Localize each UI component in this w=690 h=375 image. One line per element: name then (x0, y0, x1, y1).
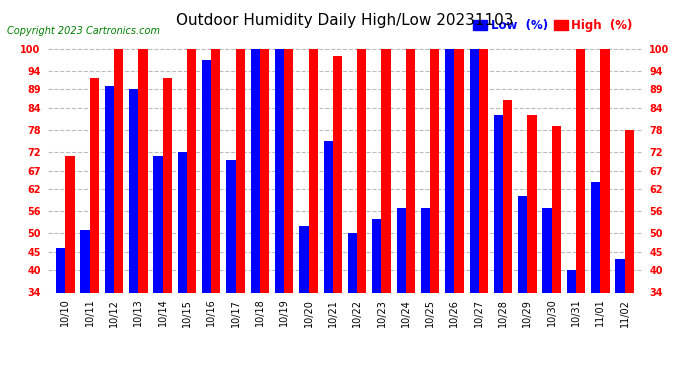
Bar (105, 86, 114, 375)
Text: Copyright 2023 Cartronics.com: Copyright 2023 Cartronics.com (7, 26, 160, 36)
Bar (153, 156, 163, 375)
Bar (333, 56, 342, 375)
Bar (372, 219, 382, 375)
Bar (226, 159, 235, 375)
Bar (357, 49, 366, 375)
Bar (202, 60, 211, 375)
Bar (600, 49, 609, 375)
Bar (66, 156, 75, 375)
Bar (552, 126, 561, 375)
Bar (308, 49, 318, 375)
Bar (542, 207, 552, 375)
Bar (566, 270, 576, 375)
Bar (430, 49, 440, 375)
Bar (178, 152, 187, 375)
Text: Outdoor Humidity Daily High/Low 20231103: Outdoor Humidity Daily High/Low 20231103 (176, 13, 514, 28)
Bar (624, 130, 634, 375)
Bar (324, 141, 333, 375)
Bar (129, 89, 138, 375)
Bar (479, 49, 488, 375)
Bar (250, 49, 260, 375)
Bar (275, 49, 284, 375)
Bar (591, 182, 600, 375)
Bar (382, 49, 391, 375)
Bar (138, 49, 148, 375)
Bar (576, 49, 585, 375)
Bar (260, 49, 269, 375)
Bar (397, 207, 406, 375)
Bar (527, 115, 537, 375)
Bar (494, 115, 503, 375)
Bar (348, 233, 357, 375)
Bar (284, 49, 293, 375)
Bar (163, 78, 172, 375)
Bar (299, 226, 308, 375)
Bar (90, 78, 99, 375)
Bar (503, 100, 512, 375)
Bar (56, 248, 66, 375)
Bar (455, 49, 464, 375)
Bar (211, 49, 221, 375)
Bar (406, 49, 415, 375)
Bar (421, 207, 430, 375)
Bar (235, 49, 245, 375)
Bar (469, 49, 479, 375)
Bar (81, 230, 90, 375)
Bar (445, 49, 455, 375)
Bar (518, 196, 527, 375)
Bar (114, 49, 124, 375)
Bar (615, 259, 624, 375)
Bar (187, 49, 196, 375)
Legend: Low  (%), High  (%): Low (%), High (%) (473, 19, 633, 32)
